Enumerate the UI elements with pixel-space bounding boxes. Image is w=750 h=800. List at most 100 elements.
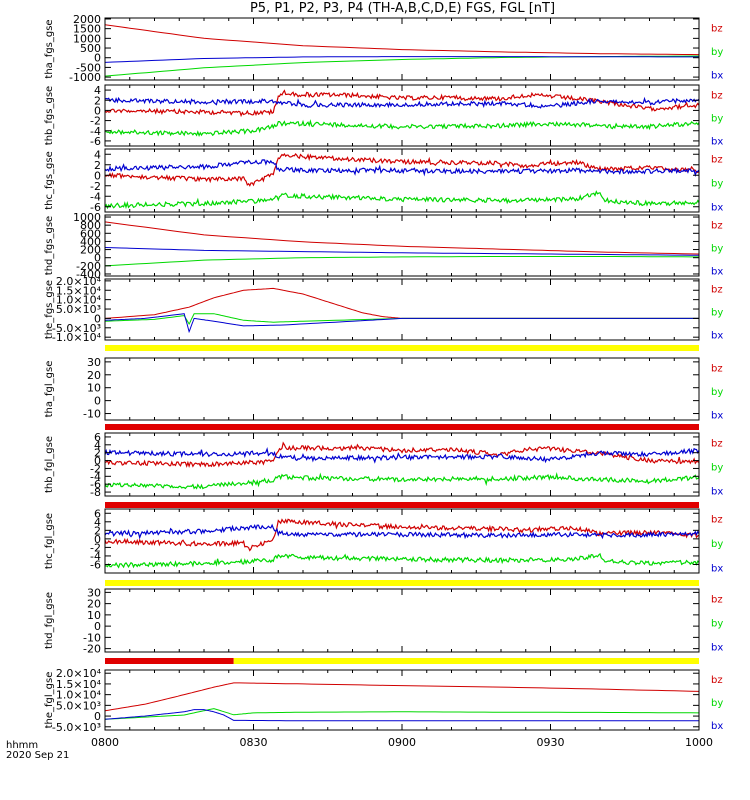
y-tick-label-3-4: 400 <box>80 235 101 248</box>
x-tick-label-3: 0930 <box>537 736 565 749</box>
legend-bx-3: bx <box>711 267 723 278</box>
legend-by-3: by <box>711 244 723 255</box>
series-line-bz-2 <box>105 152 700 187</box>
legend-by-5: by <box>711 387 723 398</box>
legend-bz-6: bz <box>711 439 723 450</box>
series-line-by-9 <box>104 708 700 720</box>
series-line-bz-7 <box>104 518 700 552</box>
y-axis-label-5: tha_fgl_gse <box>44 361 55 418</box>
y-tick-label-0-2: 0 <box>94 52 101 65</box>
legend-by-8: by <box>711 619 723 630</box>
flag-bar-0-0 <box>105 345 699 351</box>
y-tick-label-4-4: 1.0×10⁴ <box>56 294 102 307</box>
series-line-bx-6 <box>104 447 700 464</box>
series-line-by-7 <box>104 552 700 569</box>
series-line-bx-9 <box>104 709 699 722</box>
y-tick-label-4-0: -1.0×10⁴ <box>52 331 102 344</box>
y-tick-label-6-6: 4 <box>94 439 101 452</box>
legend-bx-6: bx <box>711 486 723 497</box>
series-line-by-2 <box>104 190 700 210</box>
legend-bx-9: bx <box>711 721 723 732</box>
legend-bz-2: bz <box>711 155 723 166</box>
y-axis-label-6: thb_fgl_gse <box>44 436 55 493</box>
y-tick-label-8-1: -10 <box>83 631 101 644</box>
series-line-by-4 <box>104 313 699 325</box>
y-tick-label-7-0: -6 <box>90 558 101 571</box>
x-axis-label: hhmm <box>6 740 39 751</box>
y-tick-label-9-0: -5.0×10³ <box>52 721 101 734</box>
flag-bar-4-1 <box>233 658 699 664</box>
series-line-bz-4 <box>104 287 699 319</box>
legend-bz-3: bz <box>711 220 723 231</box>
y-tick-label-5-4: 30 <box>87 356 101 369</box>
y-tick-label-3-2: 0 <box>94 252 101 265</box>
series-line-bx-0 <box>104 56 699 63</box>
y-tick-label-1-3: 0 <box>94 104 101 117</box>
legend-bx-4: bx <box>711 331 723 342</box>
y-tick-label-0-3: 500 <box>80 42 101 55</box>
flag-bar-2-0 <box>105 502 699 508</box>
panel-frame-4 <box>104 278 700 341</box>
y-tick-label-7-5: 4 <box>94 516 101 529</box>
y-axis-label-0: tha_fgs_gse <box>44 19 55 78</box>
legend-bx-1: bx <box>711 137 723 148</box>
y-tick-label-4-5: 1.5×10⁴ <box>56 284 102 297</box>
y-tick-label-6-5: 2 <box>94 447 101 460</box>
y-tick-label-0-5: 1500 <box>73 23 101 36</box>
y-tick-label-7-2: -2 <box>90 541 101 554</box>
y-tick-label-5-2: 10 <box>87 382 101 395</box>
y-tick-label-3-3: 200 <box>80 244 101 257</box>
y-tick-label-1-0: -6 <box>90 135 101 148</box>
x-tick-label-0: 0800 <box>91 736 119 749</box>
y-tick-label-7-3: 0 <box>94 533 101 546</box>
y-tick-label-8-5: 30 <box>87 586 101 599</box>
y-tick-label-1-2: -2 <box>90 115 101 128</box>
legend-bz-5: bz <box>711 363 723 374</box>
legend-bz-1: bz <box>711 90 723 101</box>
legend-by-9: by <box>711 698 723 709</box>
y-tick-label-3-5: 600 <box>80 227 101 240</box>
y-tick-label-1-1: -4 <box>90 125 101 138</box>
y-tick-label-3-0: -400 <box>76 268 101 281</box>
y-tick-label-2-3: 0 <box>94 169 101 182</box>
y-tick-label-1-4: 2 <box>94 94 101 107</box>
y-tick-label-1-5: 4 <box>94 84 101 97</box>
y-tick-label-5-3: 20 <box>87 369 101 382</box>
y-tick-label-4-2: 0 <box>94 312 101 325</box>
panel-frame-3 <box>104 214 700 277</box>
flag-bar-1-0 <box>105 424 699 430</box>
legend-bz-9: bz <box>711 675 723 686</box>
legend-bz-0: bz <box>711 23 723 34</box>
y-tick-label-0-0: -1000 <box>69 71 101 84</box>
y-tick-label-0-6: 2000 <box>73 13 101 26</box>
series-line-bz-9 <box>104 682 700 712</box>
y-tick-label-7-6: 6 <box>94 507 101 520</box>
legend-bz-4: bz <box>711 284 723 295</box>
y-axis-label-7: thc_fgl_gse <box>44 513 55 569</box>
legend-by-4: by <box>711 308 723 319</box>
y-tick-label-4-6: 2.0×10⁴ <box>56 275 102 288</box>
panel-frame-1 <box>104 84 700 147</box>
y-tick-label-2-4: 2 <box>94 159 101 172</box>
y-tick-label-3-1: -200 <box>76 260 101 273</box>
y-tick-label-9-4: 1.5×10⁴ <box>56 678 102 691</box>
y-axis-label-2: thc_fgs_gse <box>44 151 55 210</box>
series-line-bz-0 <box>104 24 700 56</box>
y-tick-label-9-5: 2.0×10⁴ <box>56 667 102 680</box>
y-tick-label-0-4: 1000 <box>73 32 101 45</box>
y-axis-label-9: the_fgl_gse <box>44 672 55 729</box>
x-tick-label-4: 1000 <box>685 736 713 749</box>
panel-frame-8 <box>104 588 700 653</box>
legend-by-7: by <box>711 539 723 550</box>
y-tick-label-3-6: 800 <box>80 219 101 232</box>
y-tick-label-6-0: -8 <box>90 486 101 499</box>
y-tick-label-8-2: 0 <box>94 620 101 633</box>
series-line-bz-1 <box>104 89 700 118</box>
flag-bar-3-0 <box>105 580 699 586</box>
y-tick-label-4-1: -5.0×10³ <box>52 322 101 335</box>
y-tick-label-2-2: -2 <box>90 180 101 193</box>
y-tick-label-9-2: 5.0×10³ <box>56 699 101 712</box>
y-tick-label-6-4: 0 <box>94 455 101 468</box>
y-tick-label-2-1: -4 <box>90 190 101 203</box>
series-line-bz-3 <box>104 221 700 255</box>
